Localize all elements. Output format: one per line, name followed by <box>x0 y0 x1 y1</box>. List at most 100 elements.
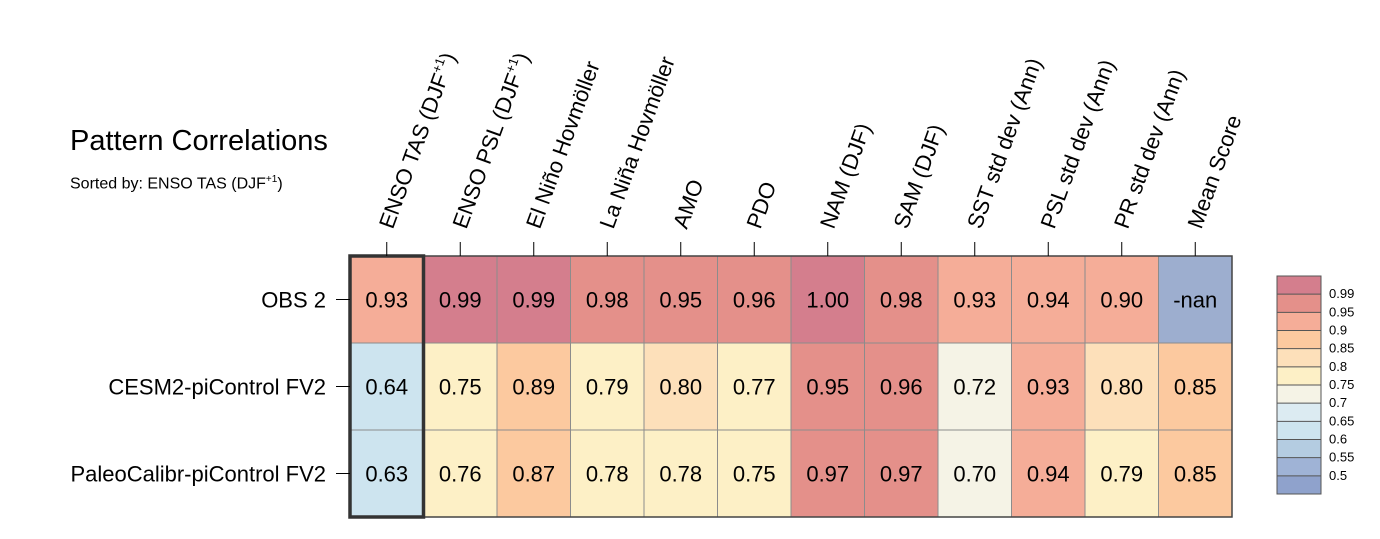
heatmap-cell <box>717 342 792 431</box>
cell-value-label: 0.85 <box>1174 462 1217 487</box>
cell-value-label: -nan <box>1173 288 1217 313</box>
heatmap-cell <box>349 342 424 431</box>
subtitle-text: Sorted by: ENSO TAS (DJF <box>70 175 266 193</box>
cell-value-label: 0.96 <box>880 375 923 400</box>
heatmap-cell <box>570 255 645 344</box>
heatmap-cell <box>937 342 1012 431</box>
colorbar-bin <box>1277 312 1321 331</box>
heatmap-cell <box>349 255 424 344</box>
column-label: El Niño Hovmöller <box>521 58 605 232</box>
colorbar-tick-label: 0.5 <box>1329 468 1347 483</box>
colorbar-bin <box>1277 475 1321 494</box>
cell-value-label: 0.80 <box>659 375 702 400</box>
cell-value-label: 0.94 <box>1027 288 1070 313</box>
cell-value-label: 0.95 <box>659 288 702 313</box>
heatmap-cell <box>1084 429 1159 518</box>
column-label: NAM (DJF) <box>815 120 876 232</box>
heatmap-cell <box>1011 255 1086 344</box>
heatmap-cell <box>423 255 498 344</box>
colorbar-tick-label: 0.99 <box>1329 286 1354 301</box>
chart-title: Pattern Correlations <box>70 125 328 157</box>
column-label: SAM (DJF) <box>888 121 949 232</box>
colorbar-tick-label: 0.85 <box>1329 341 1354 356</box>
column-label: La Niña Hovmöller <box>594 53 679 232</box>
cell-value-label: 0.87 <box>512 462 555 487</box>
cell-value-label: 0.70 <box>953 462 996 487</box>
column-label: PSL std dev (Ann) <box>1035 56 1119 232</box>
row-label: OBS 2 <box>261 288 326 313</box>
cell-value-label: 0.96 <box>733 288 776 313</box>
colorbar-bin <box>1277 439 1321 458</box>
cell-value-label: 0.94 <box>1027 462 1070 487</box>
row-label: CESM2-piControl FV2 <box>108 375 326 400</box>
cell-value-label: 0.99 <box>512 288 555 313</box>
cell-value-label: 0.79 <box>586 375 629 400</box>
colorbar-tick-label: 0.55 <box>1329 450 1354 465</box>
colorbar-tick-label: 0.7 <box>1329 395 1347 410</box>
colorbar-tick-label: 0.95 <box>1329 304 1354 319</box>
cell-value-label: 0.95 <box>806 375 849 400</box>
cell-value-label: 0.93 <box>1027 375 1070 400</box>
cell-value-label: 0.85 <box>1174 375 1217 400</box>
column-label: AMO <box>668 176 709 232</box>
heatmap-cell <box>717 255 792 344</box>
column-label: ENSO PSL (DJF+1) <box>447 49 535 232</box>
subtitle-superscript: +1 <box>265 174 278 185</box>
cell-value-label: 0.89 <box>512 375 555 400</box>
cell-value-label: 0.64 <box>365 375 408 400</box>
cell-value-label: 0.77 <box>733 375 776 400</box>
cell-value-label: 0.72 <box>953 375 996 400</box>
cell-value-label: 0.93 <box>365 288 408 313</box>
colorbar-tick-label: 0.8 <box>1329 359 1347 374</box>
heatmap-cell <box>1158 255 1233 344</box>
heatmap-cell <box>1011 342 1086 431</box>
colorbar-tick-label: 0.9 <box>1329 323 1347 338</box>
heatmap-cell <box>570 342 645 431</box>
cell-value-label: 0.75 <box>439 375 482 400</box>
colorbar-tick-label: 0.65 <box>1329 413 1354 428</box>
cell-value-label: 0.78 <box>586 462 629 487</box>
colorbar-bin <box>1277 276 1321 295</box>
cell-value-label: 0.98 <box>880 288 923 313</box>
heatmap-cell <box>1084 342 1159 431</box>
cell-value-label: 0.79 <box>1100 462 1143 487</box>
colorbar-bin <box>1277 330 1321 349</box>
colorbar-tick-label: 0.6 <box>1329 432 1347 447</box>
cell-value-label: 0.63 <box>365 462 408 487</box>
column-label: Mean Score <box>1182 112 1246 232</box>
cell-value-label: 0.97 <box>880 462 923 487</box>
cell-value-label: 0.90 <box>1100 288 1143 313</box>
cell-value-label: 1.00 <box>806 288 849 313</box>
cell-value-label: 0.99 <box>439 288 482 313</box>
colorbar-bin <box>1277 294 1321 313</box>
column-label: SST std dev (Ann) <box>962 55 1047 232</box>
cell-value-label: 0.80 <box>1100 375 1143 400</box>
heatmap-cell <box>864 342 939 431</box>
heatmap-cell <box>643 429 718 518</box>
column-label: PDO <box>741 178 781 231</box>
colorbar-frame <box>1276 275 1322 495</box>
heatmap-cell <box>643 255 718 344</box>
colorbar-bin <box>1277 348 1321 367</box>
cell-value-label: 0.97 <box>806 462 849 487</box>
column-label: ENSO TAS (DJF+1) <box>373 49 461 232</box>
heatmap-cell <box>423 342 498 431</box>
heatmap-cell <box>790 429 865 518</box>
colorbar-bin <box>1277 457 1321 476</box>
colorbar-bin <box>1277 366 1321 385</box>
cell-value-label: 0.98 <box>586 288 629 313</box>
subtitle-close: ) <box>277 175 283 193</box>
chart-subtitle: Sorted by: ENSO TAS (DJF+1) <box>70 174 283 193</box>
column-label: PR std dev (Ann) <box>1109 66 1190 232</box>
cell-value-label: 0.75 <box>733 462 776 487</box>
colorbar-tick-label: 0.75 <box>1329 377 1354 392</box>
heatmap-cell <box>570 429 645 518</box>
heatmap-cell <box>790 342 865 431</box>
heatmap-cell <box>1158 429 1233 518</box>
colorbar-bin <box>1277 403 1321 422</box>
row-label: PaleoCalibr-piControl FV2 <box>70 462 326 487</box>
heatmap-cell <box>496 429 571 518</box>
heatmap-cell <box>643 342 718 431</box>
cell-value-label: 0.78 <box>659 462 702 487</box>
